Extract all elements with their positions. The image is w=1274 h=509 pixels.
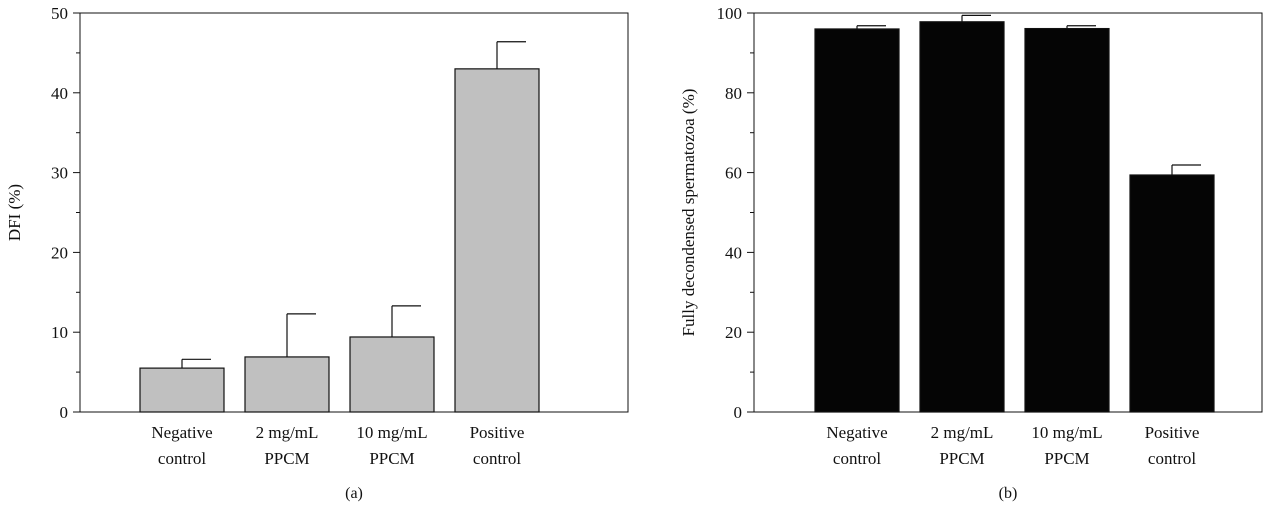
bar xyxy=(814,28,900,413)
x-category-label: control xyxy=(833,449,881,468)
x-category-label: 2 mg/mL xyxy=(256,423,319,442)
chart-panel-b: 0 20 40 60 80 100 Negative control 2 mg/mL PPCM 10… xyxy=(679,4,1263,502)
y-tick-label: 60 xyxy=(725,164,742,183)
x-category-label: PPCM xyxy=(1044,449,1089,468)
x-category-label: 10 mg/mL xyxy=(1031,423,1102,442)
x-category-label: Negative xyxy=(151,423,212,442)
y-tick-label: 0 xyxy=(734,403,743,422)
y-axis-title: DFI (%) xyxy=(5,184,24,241)
y-tick-label: 40 xyxy=(725,243,742,262)
bar xyxy=(919,21,1005,413)
y-tick-label: 30 xyxy=(51,164,68,183)
panel-label: (b) xyxy=(999,485,1018,502)
y-axis-title: Fully decondensed spermatozoa (%) xyxy=(679,89,698,337)
bar xyxy=(1129,174,1215,413)
x-category-label: control xyxy=(1148,449,1196,468)
x-category-label: PPCM xyxy=(264,449,309,468)
chart-panel-a: 0 10 20 30 40 50 Negative control 2 mg/mL PPCM 10 … xyxy=(5,4,629,502)
bar xyxy=(139,367,225,413)
y-tick-label: 50 xyxy=(51,4,68,23)
y-tick-label: 20 xyxy=(725,323,742,342)
y-tick-label: 80 xyxy=(725,84,742,103)
x-category-label: 10 mg/mL xyxy=(356,423,427,442)
bar xyxy=(244,356,330,413)
x-category-label: Negative xyxy=(826,423,887,442)
x-category-label: PPCM xyxy=(369,449,414,468)
x-category-label: control xyxy=(473,449,521,468)
bar xyxy=(349,336,435,413)
x-category-label: Positive xyxy=(1145,423,1200,442)
y-tick-label: 100 xyxy=(717,4,743,23)
x-category-label: control xyxy=(158,449,206,468)
bar xyxy=(454,68,540,413)
y-tick-label: 20 xyxy=(51,243,68,262)
panel-label: (a) xyxy=(345,485,363,502)
x-category-label: Positive xyxy=(470,423,525,442)
bar xyxy=(1024,27,1110,413)
y-tick-label: 0 xyxy=(60,403,69,422)
x-category-label: PPCM xyxy=(939,449,984,468)
x-category-label: 2 mg/mL xyxy=(931,423,994,442)
y-tick-label: 10 xyxy=(51,323,68,342)
y-tick-label: 40 xyxy=(51,84,68,103)
